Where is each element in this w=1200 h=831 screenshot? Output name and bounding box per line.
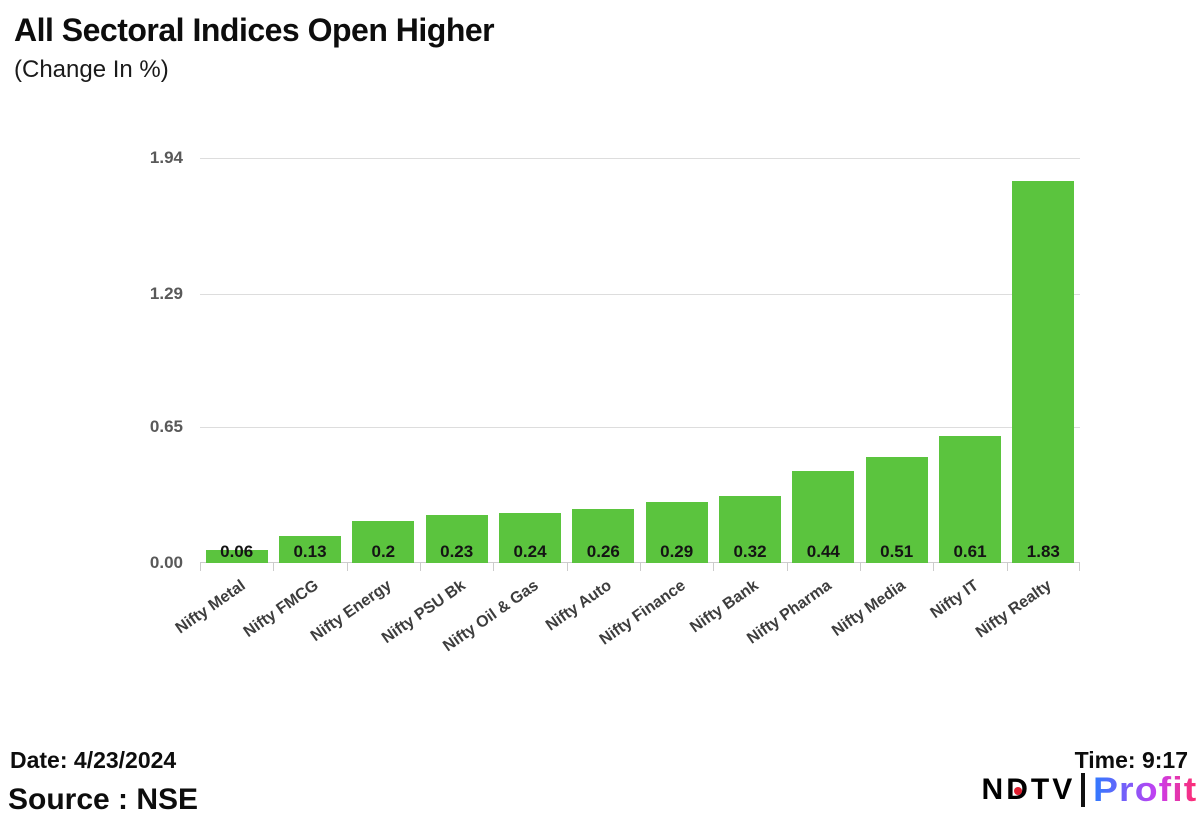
x-axis-tick-mark	[786, 563, 788, 571]
x-axis-category-label: Nifty Finance	[596, 577, 689, 649]
x-axis-category-label: Nifty Energy	[308, 577, 396, 645]
x-axis-tick-mark	[273, 563, 275, 571]
x-axis-tick-mark	[1006, 563, 1008, 571]
x-axis-tick-mark	[713, 563, 715, 571]
ndtv-letters-tv: TV	[1030, 773, 1076, 806]
y-axis-tick-label: 1.29	[149, 284, 183, 303]
bar-value-label: 0.26	[586, 542, 620, 561]
bar-slot: 0.06 Nifty Metal	[172, 158, 273, 637]
date-label: Date: 4/23/2024	[10, 747, 177, 773]
ndtv-profit-logo: NDTV Profit	[982, 770, 1197, 810]
bar-slot: 0.51 Nifty Media	[829, 158, 933, 640]
y-axis-tick-label: 1.94	[149, 148, 183, 167]
x-axis-tick-mark	[420, 563, 421, 571]
x-axis-tick-mark	[493, 563, 495, 571]
x-axis-category-label: Nifty Pharma	[744, 577, 836, 648]
bar-slot: 0.2 Nifty Energy	[308, 158, 420, 645]
bar-value-label: 0.23	[440, 542, 474, 561]
bar-value-label: 0.32	[733, 542, 767, 561]
x-axis-line	[200, 562, 1080, 563]
bar-nifty-it	[938, 435, 1001, 563]
x-axis-category-label: Nifty Media	[828, 577, 909, 640]
bar-slot: 0.61 Nifty IT	[928, 158, 1006, 622]
bar-value-label: 0.13	[293, 542, 327, 561]
bar-slot: 1.83 Nifty Realty	[973, 158, 1080, 641]
ndtv-letter-n: N	[981, 773, 1007, 806]
bar-nifty-finance	[645, 502, 708, 563]
x-axis-category-label: Nifty PSU Bk	[378, 577, 469, 648]
y-axis-tick-label: 0.65	[149, 417, 183, 436]
gridline	[200, 294, 1080, 295]
bar-value-label: 0.2	[371, 542, 396, 561]
bar-value-label: 0.24	[513, 542, 547, 561]
bar-nifty-fmcg	[278, 535, 341, 563]
bar-value-label: 0.06	[220, 542, 254, 561]
chart-title: All Sectoral Indices Open Higher	[14, 12, 495, 48]
x-axis-tick-mark	[860, 563, 861, 571]
x-axis-category-label: Nifty IT	[927, 577, 982, 623]
bar-nifty-bank	[718, 496, 781, 563]
x-axis-category-label: Nifty Realty	[973, 577, 1056, 642]
x-axis-tick-mark	[1079, 563, 1080, 571]
chart-subtitle: (Change In %)	[14, 56, 169, 83]
bar-slot: 0.24 Nifty Oil & Gas	[440, 158, 566, 655]
bar-value-label: 0.51	[880, 542, 914, 561]
x-axis-tick-mark	[566, 563, 568, 571]
bar-nifty-energy	[352, 521, 415, 563]
x-axis-category-label: Nifty FMCG	[240, 577, 322, 641]
logo-separator-bar	[1081, 773, 1086, 807]
x-axis-tick-mark	[200, 563, 201, 571]
x-axis-category-label: Nifty Auto	[543, 577, 616, 635]
bar-nifty-oil-gas	[498, 512, 561, 563]
ndtv-logo-text: NDTV	[982, 773, 1076, 807]
x-axis-category-label: Nifty Metal	[172, 577, 249, 638]
bar-slot: 0.26 Nifty Auto	[543, 158, 640, 634]
bar-nifty-metal	[205, 550, 268, 563]
bar-slot: 0.23 Nifty PSU Bk	[379, 158, 493, 647]
bar-nifty-psu-bk	[425, 515, 488, 563]
profit-logo-text: Profit	[1093, 770, 1198, 809]
bar-nifty-pharma	[792, 471, 855, 563]
bar-value-label: 0.61	[953, 542, 987, 561]
bar-value-label: 1.83	[1026, 542, 1060, 561]
gridline	[200, 427, 1080, 428]
bar-slot: 0.44 Nifty Pharma	[744, 158, 860, 648]
bar-slot: 0.32 Nifty Bank	[687, 158, 786, 636]
ndtv-red-dot-icon	[1013, 787, 1022, 796]
bar-nifty-realty	[1012, 180, 1075, 563]
ndtv-letter-d: D	[1006, 773, 1031, 807]
x-axis-category-label: Nifty Bank	[687, 577, 762, 637]
bar-value-label: 0.29	[660, 542, 694, 561]
x-axis-category-label: Nifty Oil & Gas	[440, 577, 542, 656]
source-label: Source : NSE	[8, 783, 199, 816]
plot-area: 0.00 0.65 1.29 1.94 0.06 Nifty Metal 0.13 Nifty…	[150, 148, 1080, 655]
x-axis-tick-mark	[933, 563, 935, 571]
bar-nifty-media	[865, 456, 928, 563]
bar-slot: 0.13 Nifty FMCG	[241, 158, 346, 641]
x-axis-tick-mark	[640, 563, 641, 571]
x-axis-tick-mark	[346, 563, 348, 571]
bar-slot: 0.29 Nifty Finance	[596, 158, 713, 649]
time-label: Time: 9:17	[1074, 747, 1188, 773]
bar-value-label: 0.44	[806, 542, 840, 561]
bar-nifty-auto	[572, 508, 635, 563]
gridline	[200, 158, 1080, 159]
y-axis-tick-label: 0.00	[149, 553, 183, 572]
